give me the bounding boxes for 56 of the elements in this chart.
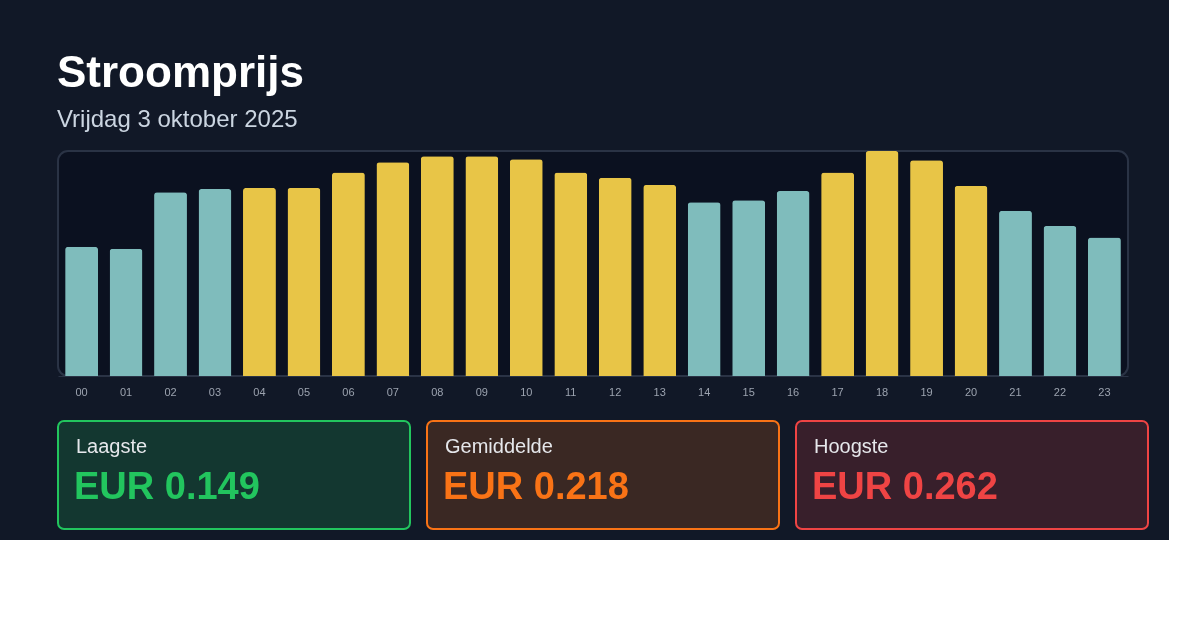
x-tick-label: 09 bbox=[475, 385, 488, 398]
x-tick-label: 01 bbox=[119, 385, 133, 398]
x-tick-label: 05 bbox=[297, 385, 311, 398]
text: Hoogste bbox=[814, 435, 889, 457]
bar bbox=[910, 160, 943, 376]
x-tick-label: 02 bbox=[164, 385, 177, 398]
x-tick-label: 06 bbox=[342, 385, 355, 398]
bar bbox=[331, 172, 365, 376]
bar bbox=[821, 172, 855, 376]
bar bbox=[420, 156, 454, 376]
text: Gemiddelde bbox=[445, 435, 553, 457]
text: Laagste bbox=[76, 435, 148, 457]
bar bbox=[1043, 225, 1077, 376]
bar bbox=[643, 184, 677, 376]
bar bbox=[465, 156, 499, 376]
x-tick-label: 17 bbox=[831, 385, 844, 398]
bar bbox=[732, 200, 766, 376]
bar bbox=[598, 177, 632, 376]
bar bbox=[376, 162, 410, 376]
bar bbox=[687, 202, 721, 376]
bar bbox=[954, 185, 988, 376]
x-tick-label: 18 bbox=[875, 385, 889, 398]
x-tick-label: 19 bbox=[920, 385, 933, 398]
chart-title: Stroomprijs bbox=[57, 47, 304, 96]
chart-subtitle: Vrijdag 3 oktober 2025 bbox=[57, 105, 298, 132]
bar bbox=[509, 159, 543, 376]
bar bbox=[65, 246, 99, 376]
bar bbox=[865, 151, 899, 376]
x-tick-label: 03 bbox=[208, 385, 222, 398]
x-tick-label: 13 bbox=[653, 385, 666, 398]
text: EUR 0.218 bbox=[443, 465, 629, 507]
x-tick-label: 22 bbox=[1053, 385, 1067, 398]
x-tick-label: 08 bbox=[431, 385, 444, 398]
x-tick-label: 04 bbox=[253, 385, 266, 398]
bar bbox=[198, 189, 232, 376]
x-tick-label: 10 bbox=[520, 385, 533, 398]
bar bbox=[109, 248, 143, 376]
bar bbox=[776, 191, 810, 376]
x-tick-label: 14 bbox=[698, 385, 711, 398]
bar bbox=[287, 187, 321, 376]
x-tick-label: 20 bbox=[964, 385, 978, 398]
text: EUR 0.262 bbox=[812, 465, 998, 507]
x-tick-label: 11 bbox=[565, 385, 577, 398]
text: EUR 0.149 bbox=[74, 465, 260, 507]
bar bbox=[1087, 237, 1121, 376]
x-tick-label: 00 bbox=[75, 385, 88, 398]
bar bbox=[154, 192, 187, 376]
x-tick-label: 16 bbox=[787, 385, 800, 398]
bar bbox=[999, 210, 1032, 376]
bar bbox=[243, 187, 276, 376]
x-tick-label: 12 bbox=[609, 385, 622, 398]
x-tick-label: 07 bbox=[386, 385, 399, 398]
x-tick-label: 23 bbox=[1098, 385, 1111, 398]
x-tick-label: 21 bbox=[1009, 385, 1022, 398]
x-tick-label: 15 bbox=[742, 385, 755, 398]
bar bbox=[554, 172, 588, 376]
